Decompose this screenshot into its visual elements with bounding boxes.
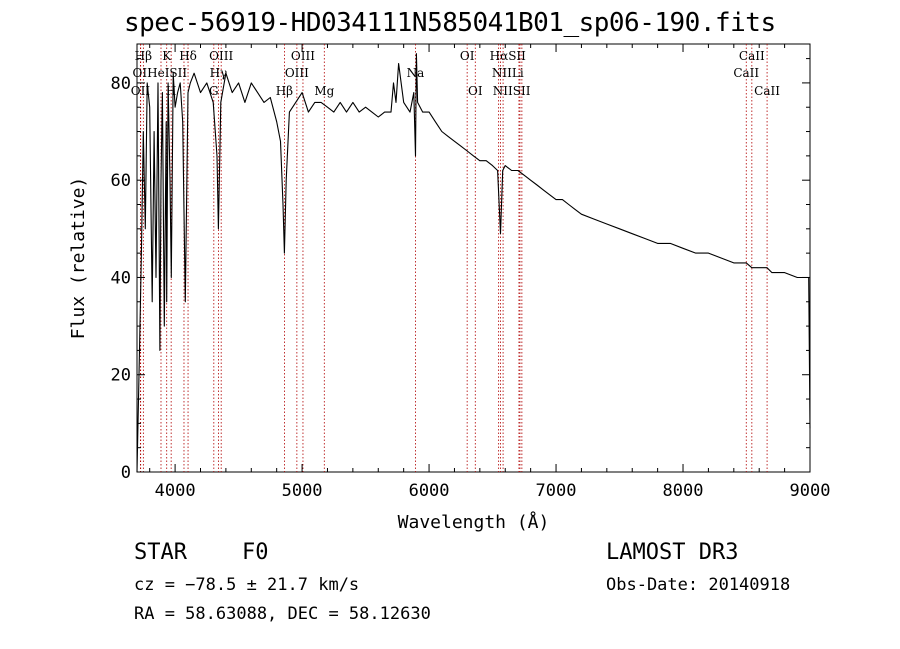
marker-label: Hβ: [135, 49, 152, 63]
x-axis-label: Wavelength (Å): [398, 511, 550, 533]
x-tick-label: 4000: [155, 481, 196, 501]
y-tick-label: 20: [111, 366, 131, 386]
marker-label: CaII: [739, 49, 765, 63]
spectrum-line: [136, 53, 811, 473]
marker-label: Mg: [314, 84, 334, 98]
x-tick-label: 9000: [790, 481, 831, 501]
spectrum-chart: Hβ K Hδ OIII OIII OI HαSII CaII OIHeISII Hγ OIII Na…: [68, 43, 831, 533]
redshift-value: cz = −78.5 ± 21.7 km/s: [134, 575, 360, 595]
object-class-label: STAR: [134, 540, 187, 565]
y-axis-label: Flux (relative): [68, 177, 89, 340]
marker-label: OI: [460, 49, 475, 63]
marker-label: Hδ: [179, 49, 197, 63]
x-tick-label: 7000: [536, 481, 577, 501]
y-tick-label: 40: [111, 268, 131, 288]
marker-label: OIII: [291, 49, 315, 63]
spectral-type: F0: [242, 540, 269, 565]
marker-label: OIHeISII: [133, 66, 188, 80]
marker-label: G: [209, 84, 219, 98]
y-tick-label: 80: [111, 74, 131, 94]
x-tick-label: 5000: [282, 481, 323, 501]
plot-frame: [136, 43, 811, 473]
marker-label: Hβ: [276, 84, 293, 98]
marker-label: OIII: [209, 49, 233, 63]
marker-label: OII: [131, 84, 151, 98]
marker-label: Hγ: [210, 66, 228, 80]
marker-label: NIILi: [492, 66, 524, 80]
marker-label: NIISII: [493, 84, 531, 98]
x-tick-label: 6000: [409, 481, 450, 501]
marker-label: CaII: [733, 66, 759, 80]
x-tick-label: 8000: [663, 481, 704, 501]
survey-name: LAMOST DR3: [606, 540, 739, 565]
chart-title: spec-56919-HD034111N585041B01_sp06-190.f…: [124, 8, 776, 38]
marker-label: HαSII: [490, 49, 527, 63]
obs-date: Obs-Date: 20140918: [606, 575, 791, 595]
y-tick-label: 60: [111, 171, 131, 191]
marker-label: Na: [407, 66, 425, 80]
marker-label: K: [162, 49, 172, 63]
y-tick-label: 0: [121, 463, 131, 483]
marker-label: OI: [468, 84, 483, 98]
marker-label: OIII: [285, 66, 309, 80]
ra-dec-coordinates: RA = 58.63088, DEC = 58.12630: [134, 604, 431, 624]
marker-label: H: [166, 84, 176, 98]
marker-label: CaII: [754, 84, 780, 98]
